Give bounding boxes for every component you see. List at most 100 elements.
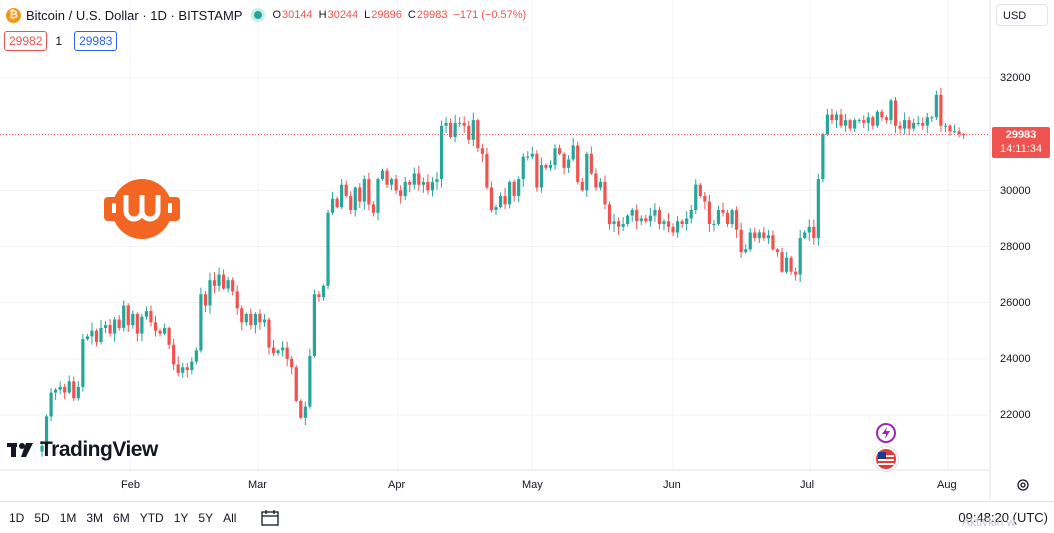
candle-body bbox=[290, 358, 294, 368]
candle-body bbox=[535, 153, 539, 188]
y-tick-label: 30000 bbox=[1000, 185, 1031, 197]
candle-body bbox=[834, 114, 839, 121]
candle-body bbox=[884, 117, 889, 121]
candle-body bbox=[153, 322, 158, 331]
candle-body bbox=[744, 249, 748, 253]
range-5d[interactable]: 5D bbox=[34, 510, 50, 525]
candle-body bbox=[140, 316, 144, 334]
candle-body bbox=[662, 221, 666, 225]
candle-body bbox=[875, 111, 879, 126]
candle-body bbox=[394, 179, 398, 191]
candle-body bbox=[181, 367, 185, 373]
candle-body bbox=[58, 386, 62, 390]
tradingview-wordmark: TradingView bbox=[40, 438, 158, 461]
y-tick-label: 24000 bbox=[1000, 353, 1031, 365]
candle-body bbox=[131, 313, 135, 326]
candle-body bbox=[893, 100, 898, 126]
range-5y[interactable]: 5Y bbox=[198, 510, 214, 525]
candle-body bbox=[657, 209, 662, 225]
candle-body bbox=[530, 153, 534, 157]
ohlc-low: L29896 bbox=[364, 9, 402, 21]
candle-body bbox=[253, 313, 257, 326]
candle-body bbox=[199, 294, 203, 351]
candle-body bbox=[90, 330, 94, 337]
candle-body bbox=[126, 305, 130, 326]
candle-body bbox=[930, 117, 934, 119]
calendar-icon[interactable] bbox=[260, 509, 280, 527]
range-3m[interactable]: 3M bbox=[86, 510, 104, 525]
candle-body bbox=[694, 184, 698, 210]
candle-body bbox=[426, 181, 430, 191]
range-1m[interactable]: 1M bbox=[59, 510, 77, 525]
candle-body bbox=[176, 364, 180, 373]
sell-button[interactable]: 29982 bbox=[4, 31, 48, 51]
candle-body bbox=[421, 181, 425, 185]
candle-body bbox=[907, 120, 911, 129]
candle-body bbox=[81, 339, 85, 387]
range-6m[interactable]: 6M bbox=[113, 510, 130, 525]
x-tick-label: Jun bbox=[663, 479, 681, 491]
range-ytd[interactable]: YTD bbox=[139, 510, 164, 525]
buy-button[interactable]: 29983 bbox=[74, 31, 118, 51]
range-1d[interactable]: 1D bbox=[9, 510, 25, 525]
candle-body bbox=[44, 416, 49, 446]
candle-body bbox=[76, 386, 80, 399]
candle-body bbox=[585, 153, 589, 191]
candle-body bbox=[548, 165, 553, 168]
settings-gear-icon[interactable] bbox=[1016, 478, 1030, 492]
candle-body bbox=[63, 386, 67, 393]
candle-body bbox=[607, 204, 612, 225]
price-chart[interactable] bbox=[0, 0, 1054, 500]
candle-body bbox=[771, 235, 775, 250]
candle-body bbox=[626, 215, 630, 225]
market-status-icon[interactable] bbox=[254, 11, 263, 19]
us-economic-event-icon[interactable] bbox=[874, 447, 898, 471]
ohlc-values: O30144 H30244 L29896 C29983 −171 (−0.57%… bbox=[272, 9, 526, 21]
candle-body bbox=[344, 184, 348, 196]
lightning-event-icon[interactable] bbox=[876, 423, 896, 443]
candle-body bbox=[281, 347, 285, 351]
watermark-text: Aktivkin w bbox=[962, 515, 1016, 529]
currency-select[interactable]: USD bbox=[996, 4, 1048, 26]
candle-body bbox=[453, 122, 457, 137]
candle-body bbox=[190, 361, 194, 371]
range-all[interactable]: All bbox=[223, 510, 237, 525]
candle-body bbox=[644, 218, 648, 222]
candle-body bbox=[308, 356, 312, 407]
quantity-field[interactable]: 1 bbox=[55, 34, 63, 48]
candle-body bbox=[122, 305, 126, 328]
symbol-title[interactable]: Bitcoin / U.S. Dollar · 1D · BITSTAMP bbox=[26, 7, 243, 23]
candle-body bbox=[903, 120, 907, 129]
candle-body bbox=[103, 325, 108, 328]
ohlc-close: C29983 bbox=[407, 9, 448, 21]
candle-body bbox=[99, 327, 103, 342]
candle-body bbox=[648, 215, 652, 222]
symbol-legend[interactable]: ₿ Bitcoin / U.S. Dollar · 1D · BITSTAMP … bbox=[6, 6, 526, 24]
candle-body bbox=[871, 117, 875, 126]
candle-body bbox=[385, 170, 389, 185]
candle-body bbox=[85, 336, 89, 340]
tradingview-logo[interactable]: TradingView bbox=[6, 438, 158, 462]
candle-body bbox=[862, 120, 866, 123]
candle-body bbox=[803, 232, 807, 239]
candle-body bbox=[748, 232, 752, 250]
candle-body bbox=[553, 148, 557, 166]
candle-body bbox=[435, 179, 439, 182]
candle-body bbox=[449, 122, 453, 137]
candle-body bbox=[417, 173, 421, 185]
candle-body bbox=[222, 274, 226, 289]
candle-body bbox=[889, 100, 893, 121]
bitcoin-icon: ₿ bbox=[6, 7, 21, 23]
candle-body bbox=[108, 325, 112, 334]
candle-body bbox=[830, 114, 834, 121]
candles bbox=[40, 88, 966, 457]
candle-body bbox=[603, 181, 607, 205]
candle-body bbox=[557, 148, 562, 154]
range-1y[interactable]: 1Y bbox=[173, 510, 189, 525]
candle-body bbox=[848, 120, 852, 129]
candle-body bbox=[226, 280, 230, 289]
candle-body bbox=[739, 229, 743, 253]
candle-body bbox=[635, 209, 639, 222]
utc-clock[interactable]: 09:48:20 (UTC) bbox=[958, 510, 1048, 525]
candle-body bbox=[494, 207, 498, 210]
